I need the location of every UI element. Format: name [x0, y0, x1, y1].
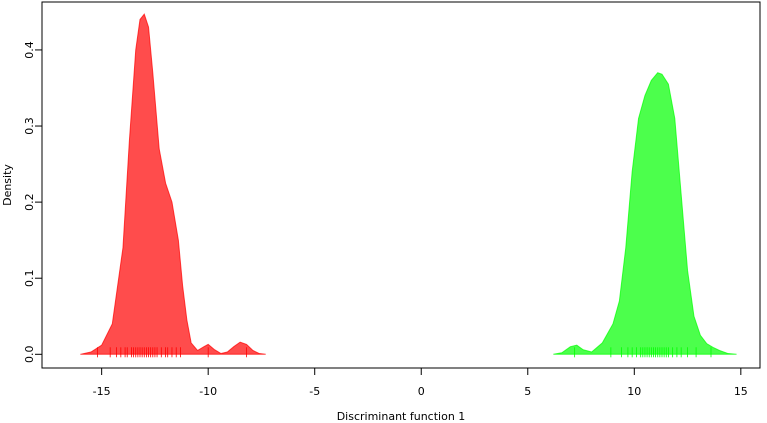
x-tick-label: 15 [734, 385, 748, 398]
x-tick-label: 0 [418, 385, 425, 398]
y-tick-label: 0.3 [23, 117, 36, 135]
y-tick-label: 0.2 [23, 193, 36, 211]
density-area [80, 13, 266, 355]
density-area [553, 72, 737, 355]
x-tick-label: 10 [627, 385, 641, 398]
x-tick-label: -5 [309, 385, 320, 398]
x-axis-label: Discriminant function 1 [337, 410, 466, 423]
y-tick-label: 0.0 [23, 346, 36, 364]
x-tick-label: -10 [199, 385, 217, 398]
y-tick-label: 0.1 [23, 269, 36, 287]
x-tick-label: 5 [524, 385, 531, 398]
y-axis-label: Density [1, 164, 14, 206]
x-tick-label: -15 [93, 385, 111, 398]
y-tick-label: 0.4 [23, 41, 36, 59]
